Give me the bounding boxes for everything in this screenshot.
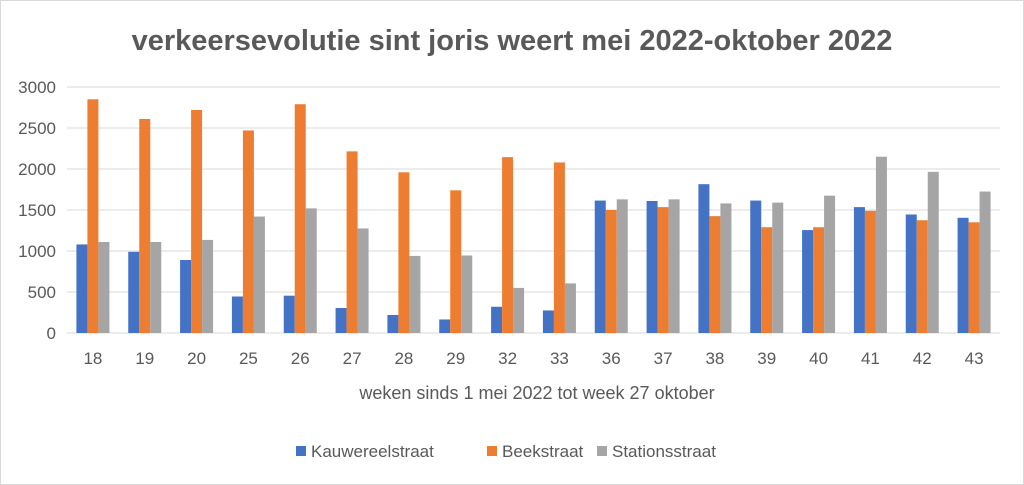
bar-beekstraat-18 — [87, 99, 99, 333]
bar-beekstraat-37 — [657, 207, 669, 333]
x-tick-label: 26 — [291, 349, 310, 368]
bar-kauwereelstraat-43 — [957, 217, 969, 333]
bar-beekstraat-38 — [709, 216, 721, 333]
bar-stationsstraat-20 — [202, 239, 214, 333]
bar-kauwereelstraat-29 — [439, 319, 451, 333]
bar-stationsstraat-26 — [305, 208, 317, 333]
legend-swatch — [296, 446, 306, 456]
x-tick-label: 36 — [602, 349, 621, 368]
bar-beekstraat-19 — [139, 118, 151, 333]
bar-kauwereelstraat-20 — [180, 260, 192, 333]
bars — [76, 99, 991, 334]
bar-kauwereelstraat-28 — [387, 314, 399, 333]
y-tick-label: 1500 — [18, 201, 56, 220]
bar-kauwereelstraat-41 — [853, 207, 865, 333]
bar-beekstraat-32 — [502, 157, 514, 333]
bar-stationsstraat-36 — [616, 199, 628, 333]
y-tick-label: 500 — [28, 283, 56, 302]
bar-beekstraat-43 — [968, 222, 980, 333]
y-axis-ticks: 0 500 1000 1500 2000 2500 3000 — [18, 78, 56, 343]
y-tick-label: 3000 — [18, 78, 56, 97]
x-tick-label: 29 — [446, 349, 465, 368]
bar-stationsstraat-28 — [409, 255, 421, 333]
bar-stationsstraat-27 — [357, 228, 369, 333]
y-tick-label: 2000 — [18, 160, 56, 179]
x-tick-label: 42 — [913, 349, 932, 368]
bar-stationsstraat-32 — [513, 287, 525, 333]
bar-kauwereelstraat-32 — [491, 306, 503, 333]
bar-stationsstraat-33 — [564, 283, 576, 333]
bar-beekstraat-42 — [916, 220, 928, 333]
x-tick-label: 41 — [861, 349, 880, 368]
bar-stationsstraat-40 — [824, 195, 836, 333]
bar-kauwereelstraat-39 — [750, 200, 762, 333]
bar-beekstraat-36 — [605, 210, 617, 333]
x-tick-label: 40 — [809, 349, 828, 368]
x-tick-label: 32 — [498, 349, 517, 368]
x-tick-label: 43 — [965, 349, 984, 368]
x-tick-label: 37 — [654, 349, 673, 368]
bar-beekstraat-40 — [813, 227, 825, 333]
bar-beekstraat-41 — [864, 210, 876, 333]
bar-beekstraat-39 — [761, 227, 773, 333]
x-tick-label: 39 — [757, 349, 776, 368]
y-tick-label: 1000 — [18, 242, 56, 261]
bar-kauwereelstraat-19 — [128, 251, 140, 333]
legend: Kauwereelstraat Beekstraat Stationsstraat — [296, 442, 716, 461]
x-tick-label: 19 — [135, 349, 154, 368]
bar-kauwereelstraat-36 — [594, 200, 606, 333]
bar-kauwereelstraat-26 — [283, 295, 295, 333]
bar-beekstraat-27 — [346, 151, 358, 333]
y-tick-label: 2500 — [18, 119, 56, 138]
bar-beekstraat-25 — [242, 130, 254, 333]
bar-stationsstraat-41 — [875, 156, 887, 333]
x-tick-label: 33 — [550, 349, 569, 368]
x-axis-ticks: 18 19 20 25 26 27 28 29 32 33 36 37 38 39 40 41 42 43 — [83, 349, 983, 368]
bar-kauwereelstraat-37 — [646, 200, 658, 333]
legend-label: Kauwereelstraat — [311, 442, 434, 461]
legend-swatch — [597, 446, 607, 456]
bar-stationsstraat-38 — [720, 203, 732, 333]
x-tick-label: 25 — [239, 349, 258, 368]
legend-swatch — [487, 446, 497, 456]
bar-stationsstraat-29 — [461, 255, 473, 333]
bar-kauwereelstraat-27 — [335, 307, 347, 333]
bar-beekstraat-29 — [450, 190, 462, 333]
bar-stationsstraat-39 — [772, 202, 784, 333]
legend-label: Beekstraat — [502, 442, 584, 461]
x-tick-label: 38 — [705, 349, 724, 368]
bar-beekstraat-33 — [553, 162, 565, 333]
bar-stationsstraat-43 — [979, 191, 991, 333]
bar-kauwereelstraat-42 — [905, 214, 917, 333]
bar-stationsstraat-37 — [668, 199, 680, 333]
bar-kauwereelstraat-38 — [698, 184, 710, 333]
bar-kauwereelstraat-18 — [76, 244, 88, 333]
bar-stationsstraat-25 — [253, 216, 265, 333]
x-tick-label: 28 — [394, 349, 413, 368]
x-tick-label: 20 — [187, 349, 206, 368]
bar-beekstraat-28 — [398, 172, 410, 333]
bar-beekstraat-26 — [294, 104, 306, 333]
bar-stationsstraat-42 — [927, 171, 939, 333]
gridlines — [67, 86, 1000, 334]
bar-kauwereelstraat-40 — [802, 230, 814, 333]
x-axis-title: weken sinds 1 mei 2022 tot week 27 oktob… — [358, 383, 714, 403]
bar-beekstraat-20 — [191, 109, 203, 334]
x-tick-label: 27 — [343, 349, 362, 368]
bar-stationsstraat-18 — [98, 241, 110, 333]
legend-label: Stationsstraat — [612, 442, 716, 461]
y-tick-label: 0 — [47, 324, 56, 343]
bar-kauwereelstraat-25 — [231, 296, 243, 333]
bar-kauwereelstraat-33 — [542, 310, 554, 333]
chart-title: verkeersevolutie sint joris weert mei 20… — [132, 25, 893, 57]
bar-stationsstraat-19 — [150, 241, 162, 333]
x-tick-label: 18 — [83, 349, 102, 368]
